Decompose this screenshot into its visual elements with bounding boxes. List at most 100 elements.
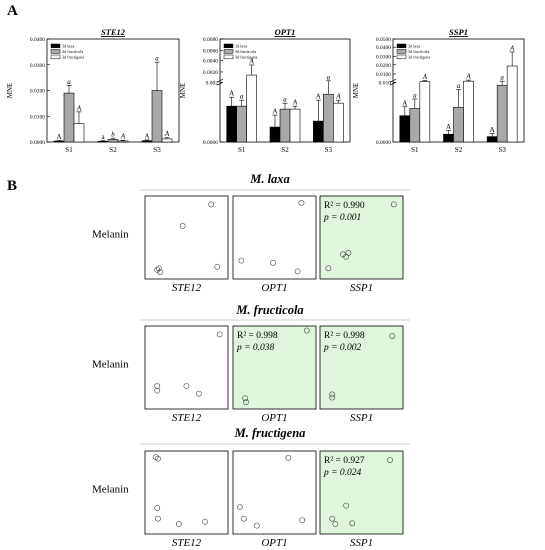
legend-swatch: [223, 49, 234, 54]
x-axis-label: OPT1: [261, 537, 287, 549]
x-tick-label: S3: [153, 146, 161, 154]
significance-letter: b: [111, 131, 115, 139]
p-value-label: p = 0.024: [323, 468, 362, 478]
r-squared-label: R² = 0.990: [324, 201, 365, 211]
x-tick-label: S2: [281, 146, 289, 154]
scatter-point: [387, 457, 393, 464]
bar: [236, 105, 247, 143]
legend-label: 3d laxa: [62, 44, 74, 49]
y-tick-label: 0.002: [206, 80, 219, 86]
significance-letter: a: [500, 74, 504, 82]
scatter-point: [329, 391, 336, 398]
y-axis-label: Melanin: [92, 229, 129, 241]
y-tick-label: 0.0300: [30, 63, 45, 69]
significance-letter: A: [335, 93, 341, 101]
scatter-point: [298, 199, 305, 206]
scatter-plot-frame: [144, 325, 229, 410]
bar: [97, 140, 109, 143]
significance-letter: a: [101, 133, 105, 141]
x-axis-label: OPT1: [261, 412, 287, 424]
bar: [313, 120, 324, 143]
panel-a-label: A: [7, 3, 18, 19]
legend-label: 3d fructigena: [235, 55, 257, 60]
group-title: M. fructigena: [234, 426, 306, 440]
y-tick-label: 0.010: [379, 80, 392, 86]
significance-letter: A: [465, 73, 471, 81]
scatter-point: [332, 521, 339, 527]
group-title: M. fructicola: [235, 303, 303, 317]
scatter-point: [329, 394, 336, 401]
bar: [323, 93, 334, 143]
significance-letter: A: [272, 108, 277, 116]
chart-title: STE12: [101, 27, 126, 37]
y-tick-label: 0.0000: [203, 140, 218, 146]
y-tick-label: 0.0400: [30, 37, 45, 43]
legend-swatch: [223, 43, 234, 49]
scatter-point: [238, 257, 245, 264]
panel-b-label: B: [7, 178, 17, 194]
scatter-plot-frame: [144, 450, 229, 535]
r-squared-label: R² = 0.998: [237, 331, 278, 341]
r-squared-label: R² = 0.998: [324, 331, 365, 341]
x-tick-label: S3: [498, 146, 506, 154]
scatter-point: [154, 387, 161, 394]
bar-chart-ste12: STE12 MNE 0.0000 0.0100 0.0200 0.0300 0.0400 Aa…: [6, 27, 180, 154]
bar-chart-ssp1: SSP1 MNE 0.0000 0.010 0.0100 0.0200 0.0300 0.04…: [352, 27, 525, 154]
axis-break-mark: [216, 81, 224, 86]
x-axis-label: SSP1: [350, 282, 373, 294]
scatter-point: [242, 395, 249, 402]
legend-label: 3d laxa: [408, 44, 420, 49]
x-axis-label: STE12: [172, 282, 202, 294]
scatter-point: [329, 515, 336, 522]
scatter-point: [325, 265, 332, 272]
scatter-row-0: M. laxa Melanin STE12 OPT1 R² = 0.990 p = 0.0…: [92, 172, 410, 294]
bar: [107, 139, 119, 143]
r-squared-label: R² = 0.927: [324, 456, 365, 466]
y-tick-label: 0.0400: [376, 45, 391, 51]
y-axis-label: MNE: [179, 83, 187, 99]
significance-letter: A: [120, 133, 126, 141]
legend-swatch: [396, 49, 407, 54]
chart-title: OPT1: [275, 27, 296, 37]
scatter-point: [294, 268, 301, 275]
legend-swatch: [396, 54, 407, 60]
y-axis-label: MNE: [6, 83, 14, 99]
legend-label: 3d fructigena: [62, 55, 84, 60]
x-tick-label: S2: [109, 146, 117, 154]
x-tick-label: S2: [455, 146, 463, 154]
bar-chart-opt1: OPT1 MNE 0.0000 0.002 0.0020 0.0040 0.0060 0.00…: [179, 27, 351, 154]
scatter-point: [390, 201, 397, 208]
significance-letter: a: [67, 78, 71, 86]
bar: [496, 84, 508, 143]
legend-swatch: [396, 43, 407, 49]
x-tick-label: S1: [238, 146, 246, 154]
p-value-label: p = 0.001: [323, 213, 361, 223]
scatter-point: [155, 455, 161, 462]
x-tick-label: S3: [325, 146, 333, 154]
scatter-point: [202, 518, 208, 525]
significance-letter: a: [240, 93, 244, 101]
bar: [117, 140, 129, 143]
scatter-point: [154, 504, 161, 511]
scatter-point: [195, 390, 202, 397]
axis-break-mark: [389, 81, 397, 86]
scatter-plot-frame: [319, 195, 404, 280]
bar: [161, 138, 173, 143]
bar: [463, 80, 474, 143]
legend-swatch: [50, 49, 61, 54]
scatter-plot-frame: [232, 325, 317, 410]
legend-swatch: [223, 54, 234, 60]
bar: [443, 133, 454, 143]
y-tick-label: 0.0100: [30, 114, 45, 120]
x-axis-label: SSP1: [350, 537, 373, 549]
scatter-point: [253, 522, 260, 529]
scatter-point: [183, 383, 190, 389]
scatter-row-1: M. fructicola Melanin STE12 R² = 0.998 p = 0…: [92, 303, 410, 424]
bar: [63, 92, 75, 143]
y-tick-label: 0.0060: [203, 48, 218, 54]
legend-label: 3d fructigena: [408, 55, 430, 60]
significance-letter: A: [56, 133, 61, 141]
significance-letter: A: [249, 57, 255, 65]
scatter-point: [270, 260, 276, 266]
